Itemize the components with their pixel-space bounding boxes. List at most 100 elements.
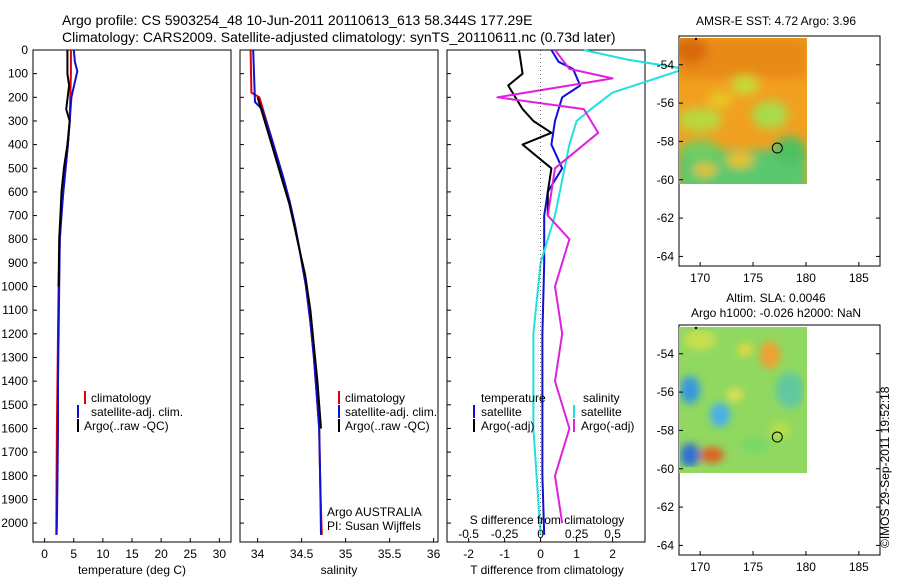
legend-satellite-label: satellite-adj. clim.	[345, 405, 437, 419]
map-y-tick-label: -58	[657, 134, 675, 148]
difference-x-ticks: -2 -1 0 1 2	[463, 538, 616, 561]
x-tick-label: 25	[184, 547, 198, 561]
map-x-tick-label: 185	[849, 560, 869, 574]
imos-credit: ©IMOS 29-Sep-2011 19:52:18	[878, 386, 892, 548]
sla-map-ticks: 170 175 180 185 -54 -56 -58 -60 -62 -64	[657, 347, 880, 574]
s-difference-axis-label: S difference from climatology	[470, 513, 625, 527]
sst-map-ticks: 170 175 180 185 -54 -56 -58 -60 -62 -64	[657, 58, 880, 285]
depth-tick-label: 1300	[1, 351, 28, 365]
sla-corner-dot	[694, 326, 698, 330]
difference-legend: temperature salinity satellite Argo(-adj…	[473, 391, 634, 433]
x-tick-label: 36	[427, 547, 441, 561]
depth-tick-label: 1700	[1, 445, 28, 459]
depth-tick-label: 300	[8, 114, 28, 128]
legend-s-satellite-label: satellite	[581, 405, 622, 419]
sla-field	[679, 327, 807, 473]
map-y-tick-label: -58	[657, 423, 675, 437]
series-line-s-argo	[496, 49, 614, 524]
depth-tick-label: 1500	[1, 398, 28, 412]
map-x-tick-label: 175	[743, 560, 763, 574]
sla-map-title-2: Argo h1000: -0.026 h2000: NaN	[691, 306, 861, 320]
legend-t-argo-label: Argo(-adj)	[481, 419, 534, 433]
s-tick-label: -0.25	[491, 527, 519, 541]
series-line-satellite	[55, 49, 79, 535]
x-tick-label: 34.5	[290, 547, 314, 561]
series-line-satellite	[252, 49, 322, 535]
sst-map-title: AMSR-E SST: 4.72 Argo: 3.96	[696, 14, 856, 28]
depth-tick-label: 1200	[1, 327, 28, 341]
salinity-axis-label: salinity	[321, 563, 358, 577]
map-y-tick-label: -62	[657, 211, 675, 225]
map-y-tick-label: -54	[657, 58, 675, 72]
legend-salinity-title: salinity	[583, 391, 620, 405]
map-y-tick-label: -64	[657, 249, 675, 263]
depth-tick-label: 1100	[2, 303, 28, 317]
salinity-series	[249, 49, 323, 535]
x-tick-label: 1	[573, 547, 580, 561]
temperature-axis-label: temperature (deg C)	[78, 563, 186, 577]
t-difference-axis-label: T difference from climatology	[470, 563, 624, 577]
depth-tick-label: 2000	[1, 516, 28, 530]
depth-tick-label: 200	[8, 90, 28, 104]
depth-tick-label: 1600	[1, 421, 28, 435]
sst-field	[679, 38, 807, 184]
x-tick-label: 15	[125, 547, 139, 561]
pi-annotation: PI: Susan Wijffels	[327, 519, 421, 533]
depth-tick-label: 1400	[1, 374, 28, 388]
series-line-t-argo	[507, 49, 553, 216]
x-tick-label: 0	[537, 547, 544, 561]
legend-climatology-label: climatology	[91, 391, 151, 405]
x-tick-label: -2	[463, 547, 474, 561]
x-tick-label: 2	[609, 547, 616, 561]
salinity-x-ticks: 34 34.5 35 35.5 36	[251, 538, 441, 561]
depth-tick-label: 400	[8, 138, 28, 152]
sla-map-title-1: Altim. SLA: 0.0046	[726, 291, 826, 305]
x-tick-label: 20	[154, 547, 168, 561]
map-y-tick-label: -64	[657, 538, 675, 552]
sla-argo-location-marker	[771, 431, 783, 443]
x-tick-label: 30	[213, 547, 227, 561]
map-y-tick-label: -56	[657, 385, 675, 399]
map-y-tick-label: -56	[657, 96, 675, 110]
legend-temperature-title: temperature	[481, 391, 546, 405]
legend-argo-label: Argo(..raw -QC)	[345, 419, 430, 433]
difference-axes	[446, 49, 646, 543]
depth-tick-label: 900	[8, 256, 28, 270]
depth-tick-label: 1800	[1, 469, 28, 483]
sst-corner-dot	[694, 37, 698, 41]
legend-satellite-label: satellite-adj. clim.	[91, 405, 183, 419]
x-tick-label: 5	[70, 547, 77, 561]
depth-tick-label: 1900	[1, 492, 28, 506]
temperature-series	[55, 49, 79, 535]
depth-tick-label: 500	[8, 161, 28, 175]
x-tick-label: 0	[41, 547, 48, 561]
map-x-tick-label: 170	[690, 560, 710, 574]
map-y-tick-label: -62	[657, 500, 675, 514]
depth-tick-label: 100	[8, 67, 28, 81]
legend-s-argo-label: Argo(-adj)	[581, 419, 634, 433]
series-line-argo	[256, 97, 322, 429]
depth-tick-label: 600	[8, 185, 28, 199]
x-tick-label: 34	[251, 547, 265, 561]
salinity-axes	[239, 49, 439, 543]
s-tick-label: -0.5	[458, 527, 479, 541]
depth-tick-label: 700	[8, 209, 28, 223]
temperature-axes	[32, 49, 232, 543]
map-y-tick-label: -60	[657, 173, 675, 187]
x-tick-label: -1	[499, 547, 510, 561]
legend-argo-label: Argo(..raw -QC)	[84, 419, 169, 433]
map-y-tick-label: -54	[657, 347, 675, 361]
s-tick-label: 0.5	[604, 527, 621, 541]
map-x-tick-label: 185	[849, 271, 869, 285]
temperature-x-ticks: 0 5 10 15 20 25 30	[41, 538, 226, 561]
map-x-tick-label: 170	[690, 271, 710, 285]
title-line-1: Argo profile: CS 5903254_48 10-Jun-2011 …	[62, 12, 532, 28]
series-line-climatology	[249, 49, 323, 535]
depth-tick-label: 1000	[1, 280, 28, 294]
depth-tick-label: 800	[8, 232, 28, 246]
map-y-tick-label: -60	[657, 462, 675, 476]
map-x-tick-label: 180	[796, 271, 816, 285]
x-tick-label: 35	[339, 547, 353, 561]
sst-argo-location-marker	[771, 142, 783, 154]
